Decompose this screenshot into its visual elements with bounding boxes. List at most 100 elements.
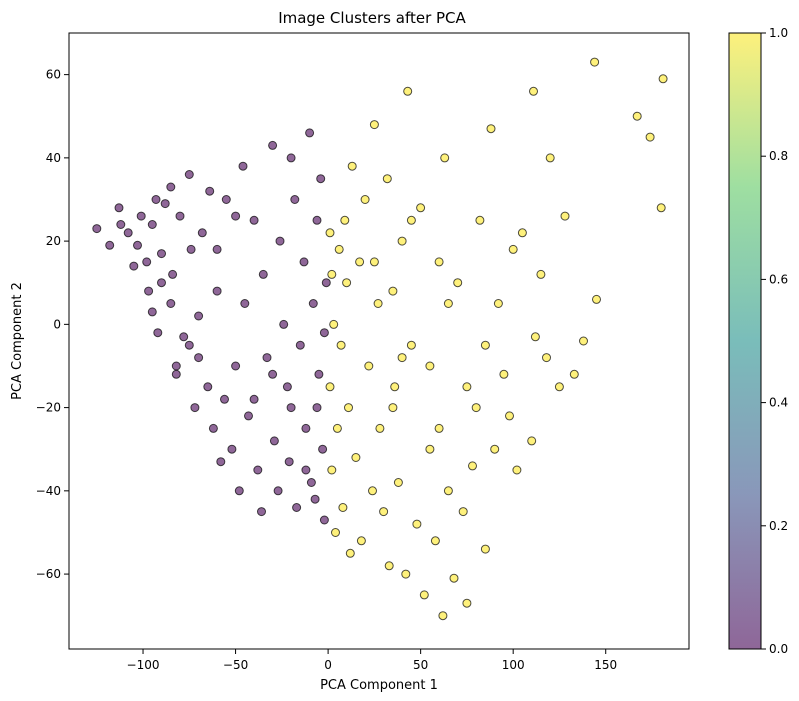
data-point-cluster-1 <box>449 573 459 583</box>
data-point-cluster-0 <box>129 261 139 271</box>
data-point-cluster-1 <box>369 257 379 267</box>
data-point-cluster-1 <box>355 257 365 267</box>
data-point-cluster-1 <box>382 174 392 184</box>
y-tick-label: 20 <box>46 234 61 248</box>
data-point-cluster-1 <box>462 382 472 392</box>
data-point-cluster-1 <box>475 215 485 225</box>
data-point-cluster-1 <box>645 132 655 142</box>
data-point-cluster-1 <box>406 340 416 350</box>
data-point-cluster-1 <box>397 353 407 363</box>
data-point-cluster-0 <box>179 332 189 342</box>
data-point-cluster-1 <box>379 507 389 517</box>
data-point-cluster-0 <box>273 486 283 496</box>
data-point-cluster-1 <box>430 536 440 546</box>
data-point-cluster-1 <box>334 244 344 254</box>
x-tick-label: 0 <box>324 658 332 672</box>
data-point-cluster-1 <box>388 403 398 413</box>
data-point-cluster-1 <box>527 436 537 446</box>
data-point-cluster-1 <box>443 486 453 496</box>
data-point-cluster-0 <box>314 369 324 379</box>
data-point-cluster-0 <box>253 465 263 475</box>
data-point-cluster-1 <box>512 465 522 475</box>
data-point-cluster-1 <box>419 590 429 600</box>
data-point-cluster-1 <box>493 299 503 308</box>
data-point-cluster-0 <box>258 269 268 279</box>
data-point-cluster-1 <box>375 423 385 433</box>
data-point-cluster-0 <box>286 153 296 163</box>
colorbar-gradient <box>728 32 762 650</box>
data-point-cluster-1 <box>373 299 383 308</box>
data-point-cluster-0 <box>299 257 309 267</box>
data-point-cluster-1 <box>327 465 337 475</box>
data-point-cluster-1 <box>453 278 463 288</box>
data-point-cluster-0 <box>157 249 166 259</box>
data-point-cluster-0 <box>268 140 278 150</box>
data-point-cluster-1 <box>425 361 435 371</box>
data-point-cluster-1 <box>434 257 444 267</box>
data-point-cluster-0 <box>184 340 194 350</box>
x-tick-label: −100 <box>127 658 160 672</box>
data-point-cluster-0 <box>175 211 185 221</box>
data-point-cluster-1 <box>536 269 546 279</box>
data-point-cluster-0 <box>275 236 285 246</box>
data-point-cluster-1 <box>480 340 490 350</box>
y-axis: −60 −40 −20 0 20 40 60 <box>36 68 69 581</box>
data-point-cluster-1 <box>356 536 366 546</box>
data-point-cluster-0 <box>301 465 311 475</box>
data-point-cluster-1 <box>329 319 339 329</box>
x-tick-label: 150 <box>594 658 617 672</box>
data-point-cluster-1 <box>579 336 588 346</box>
x-tick-label: 50 <box>413 658 428 672</box>
data-point-cluster-0 <box>240 299 250 308</box>
data-point-cluster-1 <box>327 269 337 279</box>
data-point-cluster-0 <box>216 457 226 467</box>
data-point-cluster-1 <box>471 403 481 413</box>
data-point-cluster-0 <box>105 240 115 250</box>
data-point-cluster-0 <box>221 195 231 204</box>
plot-area: −100 −50 0 50 100 150 −60 −40 −20 0 20 40 60 <box>36 32 690 672</box>
data-point-cluster-0 <box>186 244 196 254</box>
data-point-cluster-0 <box>166 299 176 308</box>
data-point-cluster-0 <box>157 278 166 288</box>
data-point-cluster-0 <box>194 311 204 321</box>
data-point-cluster-0 <box>319 515 329 525</box>
data-point-cluster-0 <box>301 423 311 433</box>
data-point-cluster-0 <box>197 228 207 238</box>
data-point-cluster-0 <box>227 444 237 454</box>
data-point-cluster-0 <box>269 436 279 446</box>
plot-frame <box>68 32 690 650</box>
data-point-cluster-0 <box>153 328 163 338</box>
data-point-cluster-1 <box>351 453 361 462</box>
data-point-cluster-1 <box>438 611 448 621</box>
data-point-cluster-1 <box>490 444 500 454</box>
data-point-cluster-1 <box>412 519 422 529</box>
data-point-cluster-0 <box>114 203 124 213</box>
data-point-cluster-0 <box>282 382 292 392</box>
data-point-cluster-1 <box>325 382 335 392</box>
data-point-cluster-1 <box>554 382 564 392</box>
data-point-cluster-0 <box>231 361 241 371</box>
data-point-cluster-0 <box>286 403 296 413</box>
colorbar-tick-label: 0.8 <box>769 149 788 163</box>
y-tick-label: −60 <box>36 567 61 581</box>
x-axis: −100 −50 0 50 100 150 <box>127 649 617 672</box>
data-point-cluster-0 <box>234 486 244 496</box>
data-point-cluster-1 <box>468 461 477 471</box>
data-point-cluster-1 <box>529 86 538 96</box>
data-point-cluster-0 <box>203 382 213 392</box>
data-point-cluster-0 <box>147 220 157 229</box>
data-point-cluster-1 <box>632 111 642 121</box>
data-point-cluster-1 <box>345 548 355 558</box>
data-point-cluster-0 <box>220 394 229 404</box>
data-point-cluster-0 <box>144 286 154 296</box>
data-point-cluster-0 <box>312 403 322 413</box>
data-point-cluster-0 <box>290 195 300 204</box>
data-point-cluster-0 <box>123 228 133 238</box>
data-point-cluster-1 <box>340 215 350 225</box>
data-point-cluster-1 <box>440 153 450 163</box>
data-point-cluster-0 <box>318 444 328 454</box>
data-point-cluster-0 <box>168 269 178 279</box>
y-tick-label: −20 <box>36 401 61 415</box>
data-point-cluster-0 <box>194 353 204 363</box>
